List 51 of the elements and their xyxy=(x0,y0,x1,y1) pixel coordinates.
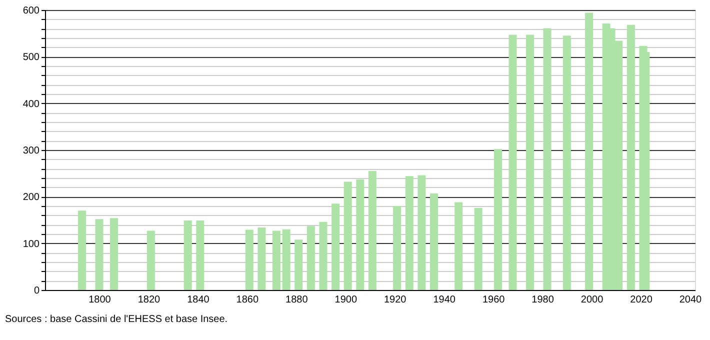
bar xyxy=(146,230,155,290)
bar xyxy=(508,34,517,290)
y-tick-label: 200 xyxy=(22,192,40,204)
bar xyxy=(562,36,571,290)
y-tick-label: 0 xyxy=(34,286,40,296)
bar xyxy=(332,204,340,290)
x-tick-label: 2040 xyxy=(679,294,702,306)
bar xyxy=(494,149,502,290)
bar xyxy=(95,219,104,290)
bar xyxy=(430,193,438,290)
x-tick-label: 1820 xyxy=(138,294,161,306)
x-tick-label: 1880 xyxy=(286,294,308,306)
bar xyxy=(196,220,204,290)
bar xyxy=(393,206,402,290)
x-tick-label: 1900 xyxy=(334,294,358,306)
bar xyxy=(245,230,254,290)
bar xyxy=(78,210,86,290)
bar xyxy=(344,182,352,290)
bar xyxy=(272,230,280,290)
bar xyxy=(526,34,534,290)
bar xyxy=(258,227,266,290)
bar xyxy=(405,176,414,290)
source-note: Sources : base Cassini de l'EHESS et base Insee. xyxy=(5,314,228,325)
bar xyxy=(294,240,303,290)
bar xyxy=(585,12,594,290)
y-tick-label: 100 xyxy=(22,238,40,250)
y-tick-label: 600 xyxy=(22,6,40,16)
bar xyxy=(306,226,315,290)
x-tick-label: 1860 xyxy=(236,294,259,306)
bar xyxy=(184,220,192,290)
bar xyxy=(110,218,118,290)
bar xyxy=(454,202,463,290)
x-tick-label: 1920 xyxy=(384,294,407,306)
x-tick-label: 1980 xyxy=(532,294,554,306)
bar xyxy=(543,28,552,290)
y-tick-label: 300 xyxy=(22,146,40,156)
bar xyxy=(418,175,426,290)
bar xyxy=(626,24,635,290)
x-tick-label: 2020 xyxy=(630,294,653,306)
x-tick-label: 1940 xyxy=(433,294,456,306)
y-tick-label: 500 xyxy=(22,52,40,64)
x-tick-label: 2000 xyxy=(580,294,604,306)
bar xyxy=(356,179,364,290)
bar xyxy=(282,229,290,290)
bar xyxy=(319,222,328,290)
x-tick-label: 1800 xyxy=(88,294,112,306)
x-tick-label: 1960 xyxy=(482,294,506,306)
bar xyxy=(474,208,482,290)
y-tick-label: 400 xyxy=(22,98,40,110)
bar xyxy=(368,171,376,290)
x-tick-label: 1840 xyxy=(187,294,210,306)
